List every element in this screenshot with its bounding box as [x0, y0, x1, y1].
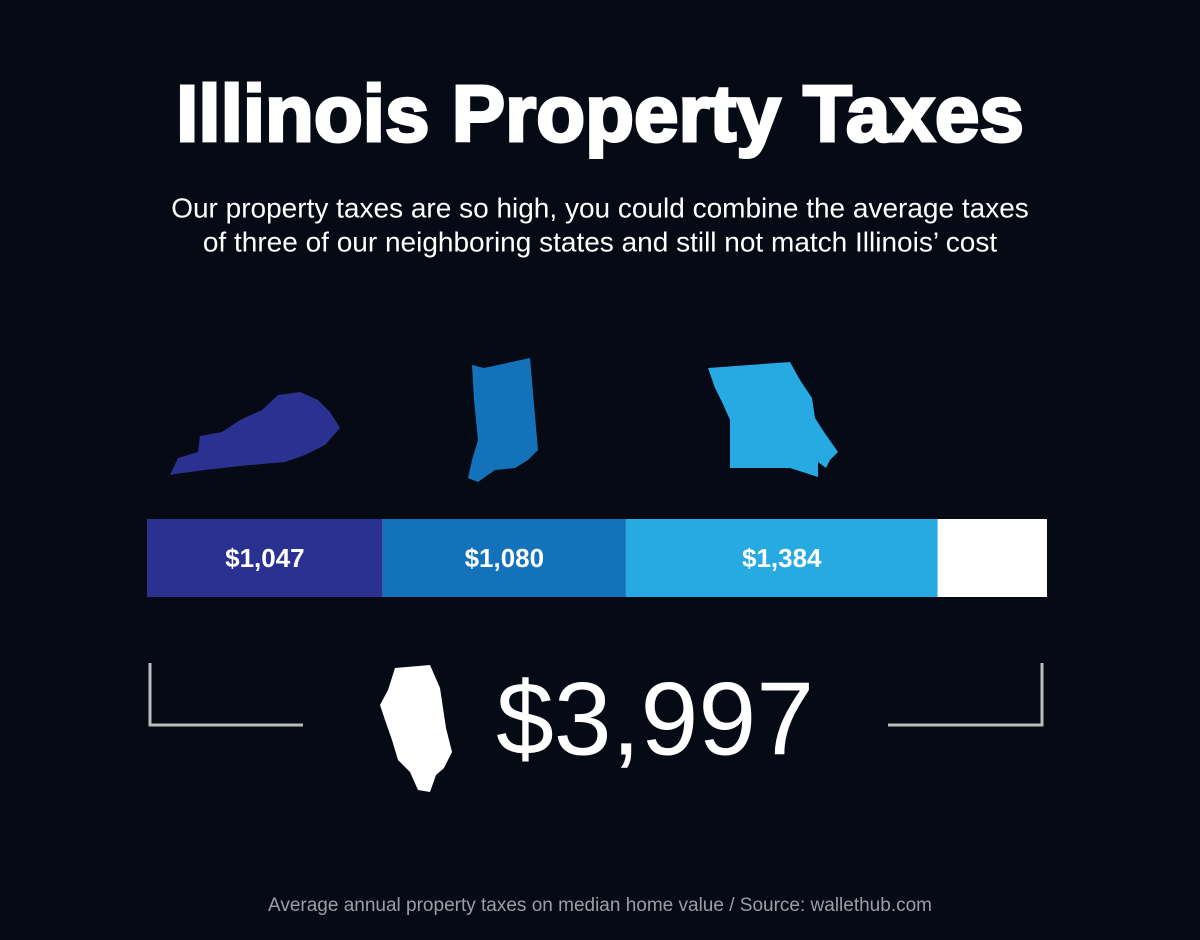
bracket: [148, 663, 303, 727]
total-label: $3,997: [496, 661, 814, 777]
indiana-icon: [468, 358, 538, 482]
illinois-icon: [380, 665, 452, 792]
bar-segment: [147, 519, 383, 597]
value-label: $1,047: [225, 543, 305, 573]
bar-group: $1,047 $1,080 $1,384: [147, 519, 1047, 597]
bar-segment: [382, 519, 626, 597]
missouri-icon: [708, 362, 838, 477]
bar-segment: [625, 519, 938, 597]
subtitle: Our property taxes are so high, you coul…: [171, 192, 1029, 223]
value-label: $1,384: [742, 543, 822, 573]
value-label: $1,080: [465, 543, 545, 573]
subtitle: of three of our neighboring states and s…: [203, 226, 998, 257]
source-note: Average annual property taxes on median …: [268, 895, 932, 916]
title: Illinois Property Taxes: [176, 69, 1024, 158]
kentucky-icon: [170, 392, 340, 475]
bracket: [888, 663, 1044, 727]
